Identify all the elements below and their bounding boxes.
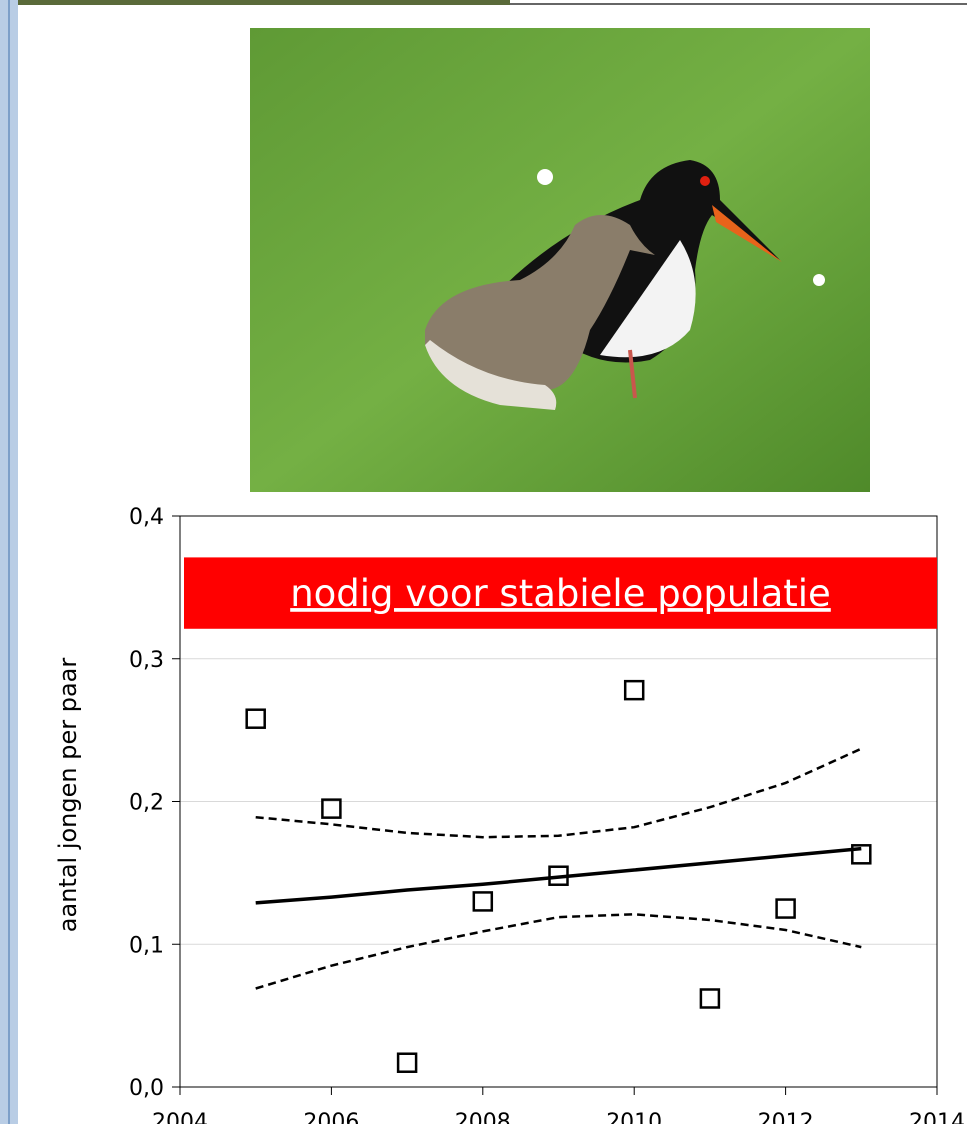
y-tick-label: 0,3: [129, 648, 164, 673]
band-label: nodig voor stabiele populatie: [290, 572, 831, 615]
confidence-line: [256, 749, 862, 838]
x-tick-label: 2010: [606, 1110, 662, 1124]
y-tick-label: 0,2: [129, 791, 164, 816]
y-axis-label: aantal jongen per paar: [54, 658, 82, 933]
page: {"chart_data": { "type": "scatter", "yla…: [0, 0, 967, 1124]
data-point: [777, 900, 795, 918]
x-tick-label: 2014: [909, 1110, 965, 1124]
data-point: [474, 892, 492, 910]
y-tick-label: 0,1: [129, 933, 164, 958]
y-tick-label: 0,0: [129, 1076, 164, 1101]
data-point: [247, 710, 265, 728]
data-point: [701, 989, 719, 1007]
plot: 0,0 0,1 0,2 0,3 0,4 2004 2006 2008 2010 2012 2014 n…: [129, 505, 965, 1124]
trend-line: [256, 849, 862, 903]
x-tick-label: 2006: [303, 1110, 359, 1124]
photo: [250, 28, 870, 492]
data-point: [322, 800, 340, 818]
y-tick-label: 0,4: [129, 505, 164, 530]
x-tick-label: 2008: [455, 1110, 511, 1124]
slide: 0,0 0,1 0,2 0,3 0,4 2004 2006 2008 2010 2012 2014 n…: [0, 0, 967, 1124]
confidence-line: [256, 914, 862, 988]
x-tick-label: 2012: [758, 1110, 814, 1124]
top-strip: [18, 0, 510, 5]
data-point: [398, 1054, 416, 1072]
x-tick-label: 2004: [152, 1110, 208, 1124]
data-point: [625, 681, 643, 699]
